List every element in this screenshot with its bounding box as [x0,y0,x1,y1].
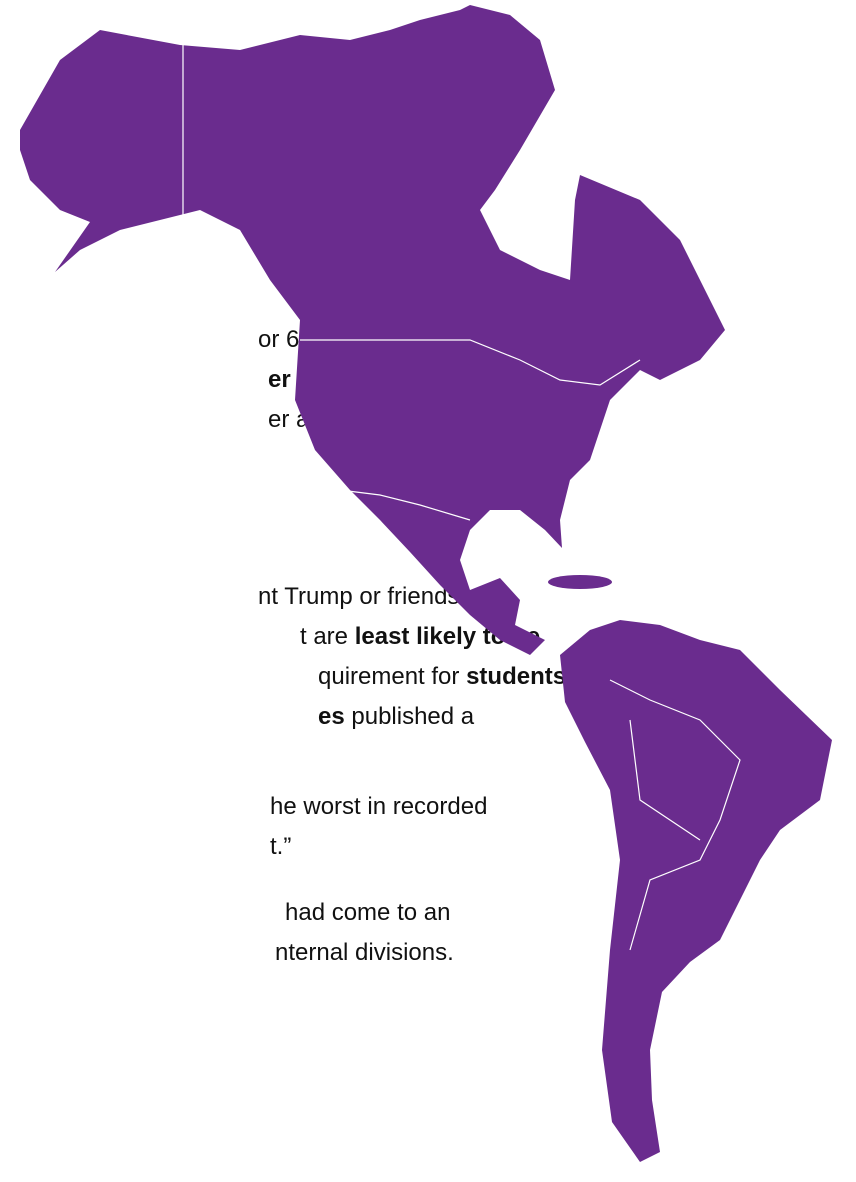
caribbean [548,575,612,589]
text: t.” [270,833,292,860]
bold-text: es [318,703,345,730]
text: he worst in recorded [270,793,488,820]
south-america [560,620,832,1162]
text-line: t.” [270,832,291,862]
text: published a [344,703,475,730]
text-line: he worst in recorded [270,792,487,822]
text-line: nternal divisions. [275,938,454,968]
text-line: es published a [318,702,474,732]
borders [182,45,741,951]
text: had come to an [285,899,451,926]
bold-text: students [466,663,567,690]
text: nternal divisions. [275,939,454,966]
text-line: quirement for students [318,662,566,692]
text-line: had come to an [285,898,450,928]
text: t are [300,623,355,650]
text: quirement for [318,663,467,690]
north-america [20,5,725,655]
